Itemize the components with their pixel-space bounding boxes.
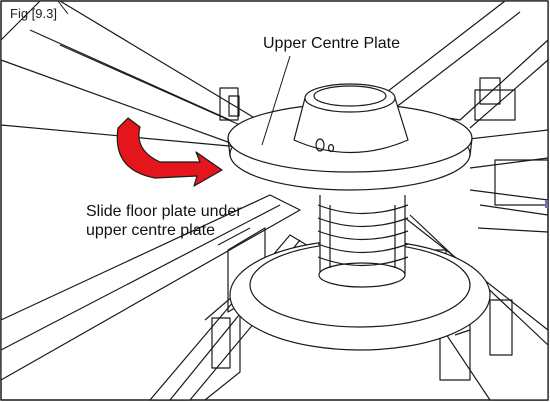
instruction-line-1: Slide floor plate under [86,203,242,220]
instruction-callout: Slide floor plate under upper centre pla… [86,202,242,240]
label-box-edge [57,0,69,15]
strut-upper-left [0,0,259,151]
strut-right [459,129,549,233]
figure-number-label: Fig [9.3] [10,6,57,21]
leader-line-plate [261,55,291,146]
base-ring [229,239,491,351]
edge-marker [545,200,548,208]
threaded-spindle [317,195,409,288]
centre-hub [293,83,409,153]
upper-centre-plate-callout: Upper Centre Plate [263,35,400,52]
instruction-line-2: upper centre plate [86,222,215,239]
strut-upper-right [369,0,549,129]
leader-line-instruction [217,227,251,246]
slide-direction-arrow-icon [116,117,223,187]
